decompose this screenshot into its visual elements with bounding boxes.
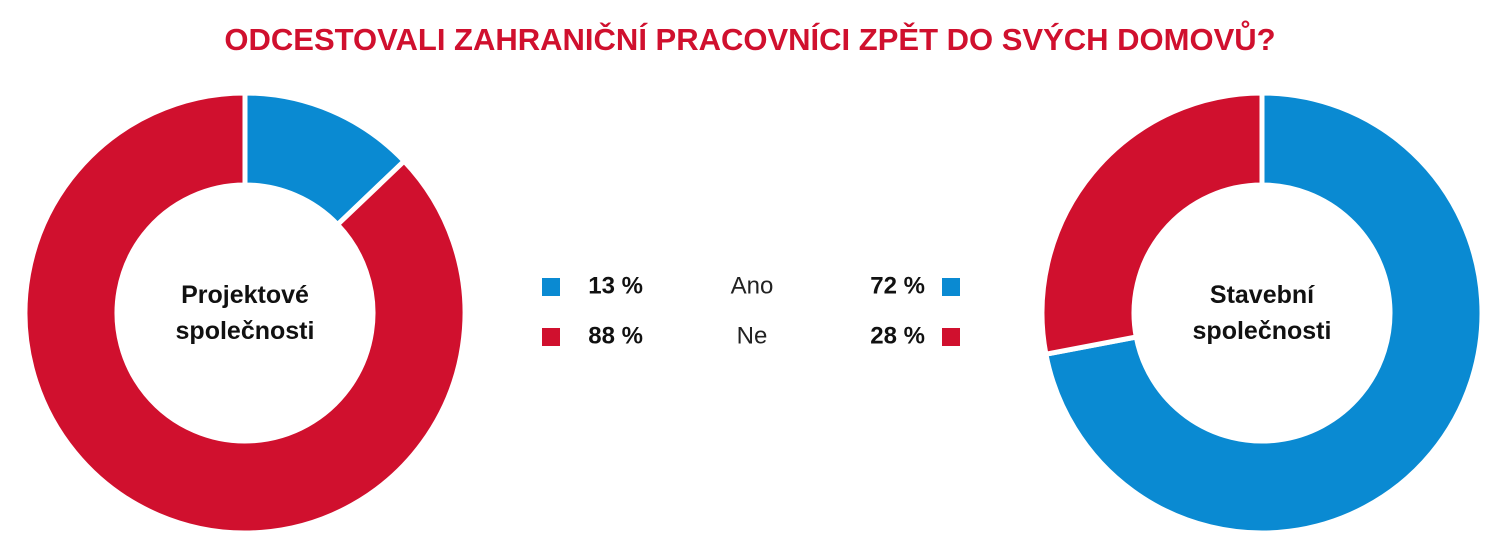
legend-category: Ano — [731, 272, 774, 299]
legend-swatch — [942, 328, 960, 346]
legend-value: 88 % — [588, 322, 643, 349]
center-label: Stavební společnosti — [1192, 281, 1332, 345]
legend-swatch — [542, 278, 560, 296]
donut-slice — [1039, 90, 1265, 358]
legend-category: Ne — [737, 322, 768, 349]
legend-swatch — [542, 328, 560, 346]
legend-value: 13 % — [588, 272, 643, 299]
legend-swatch — [942, 278, 960, 296]
donut-slice — [1042, 90, 1485, 536]
center-label: Projektové společnosti — [175, 281, 315, 345]
legend-value: 28 % — [870, 322, 925, 349]
donut-slice — [22, 90, 468, 536]
legend-value: 72 % — [870, 272, 925, 299]
chart-title: ODCESTOVALI ZAHRANIČNÍ PRACOVNÍCI ZPĚT D… — [224, 19, 1275, 57]
